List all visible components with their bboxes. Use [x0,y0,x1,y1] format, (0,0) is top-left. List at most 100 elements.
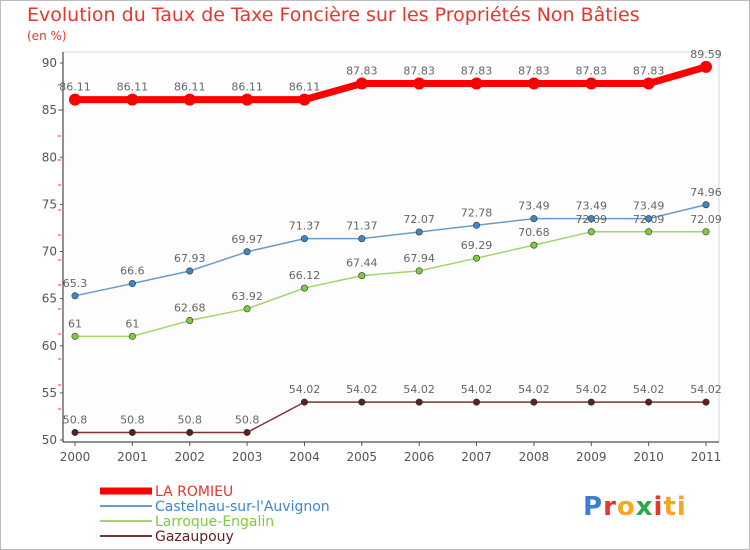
data-point-castelnau-sur-l-auvignon [645,215,653,223]
data-point-la-romieu [527,77,540,90]
data-label-larroque-engalin: 69.29 [461,239,493,252]
data-point-larroque-engalin [587,228,595,236]
data-label-gazaupouy: 50.8 [63,413,88,426]
data-point-larroque-engalin [530,241,538,249]
chart-title: Evolution du Taux de Taxe Foncière sur l… [27,4,640,26]
y-tick-label: 50 [42,433,57,447]
series-line-castelnau-sur-l-auvignon [74,204,707,297]
data-label-la-romieu: 87.83 [576,64,608,77]
data-label-gazaupouy: 50.8 [235,413,260,426]
y-tick-label: 65 [42,292,57,306]
data-label-castelnau-sur-l-auvignon: 72.07 [403,213,435,226]
data-label-gazaupouy: 54.02 [576,383,608,396]
data-point-larroque-engalin [128,332,136,340]
data-label-gazaupouy: 54.02 [633,383,665,396]
x-tick-label: 2010 [633,450,664,464]
data-point-gazaupouy [530,398,538,406]
data-point-la-romieu [183,93,196,106]
legend-label-larroque-engalin: Larroque-Engalin [155,514,274,530]
data-point-castelnau-sur-l-auvignon [300,235,308,243]
data-point-gazaupouy [128,428,136,436]
x-tick-label: 2006 [404,450,435,464]
data-label-gazaupouy: 54.02 [690,383,722,396]
x-tick-label: 2007 [461,450,492,464]
data-label-larroque-engalin: 61 [125,317,139,330]
data-label-castelnau-sur-l-auvignon: 71.37 [289,220,321,233]
x-tick-label: 2011 [691,450,722,464]
legend-label-castelnau-sur-l-auvignon: Castelnau-sur-l'Auvignon [155,499,330,515]
y-tick-label: 70 [42,245,57,259]
series-line-larroque-engalin [75,231,706,338]
data-label-gazaupouy: 54.02 [518,383,550,396]
data-label-la-romieu: 86.11 [117,81,149,94]
legend-label-gazaupouy: Gazaupouy [155,529,234,545]
data-point-castelnau-sur-l-auvignon [587,215,595,223]
data-label-castelnau-sur-l-auvignon: 69.97 [231,233,263,246]
data-point-larroque-engalin [415,267,423,275]
data-label-gazaupouy: 54.02 [461,383,493,396]
data-point-castelnau-sur-l-auvignon [71,292,79,300]
data-label-castelnau-sur-l-auvignon: 67.93 [174,252,206,265]
data-label-larroque-engalin: 61 [68,317,82,330]
data-label-la-romieu: 86.11 [59,81,91,94]
data-label-larroque-engalin: 70.68 [518,226,550,239]
data-point-la-romieu [470,77,483,90]
data-label-la-romieu: 86.11 [174,81,206,94]
plot-area [62,51,720,443]
series-line-gazaupouy [75,401,706,434]
data-point-gazaupouy [300,398,308,406]
data-point-castelnau-sur-l-auvignon [186,267,194,275]
data-label-la-romieu: 87.83 [346,64,378,77]
data-point-gazaupouy [71,428,79,436]
data-label-la-romieu: 87.83 [633,64,665,77]
y-tick-label: 60 [42,339,57,353]
data-point-larroque-engalin [300,284,308,292]
data-point-gazaupouy [415,398,423,406]
data-point-la-romieu [585,77,598,90]
data-label-gazaupouy: 50.8 [177,413,202,426]
series-line-la-romieu [75,63,707,104]
x-tick-label: 2003 [232,450,263,464]
data-label-castelnau-sur-l-auvignon: 65.3 [63,277,88,290]
x-tick-label: 2005 [347,450,378,464]
data-point-castelnau-sur-l-auvignon [702,201,710,209]
data-label-la-romieu: 87.83 [518,64,550,77]
x-tick-label: 2001 [117,450,148,464]
data-label-larroque-engalin: 67.44 [346,257,378,270]
data-point-la-romieu [298,93,311,106]
data-label-gazaupouy: 50.8 [120,413,145,426]
data-point-gazaupouy [243,428,251,436]
data-point-larroque-engalin [71,332,79,340]
data-point-la-romieu [642,77,655,90]
data-label-la-romieu: 87.83 [461,64,493,77]
data-label-la-romieu: 89.59 [690,48,722,61]
data-label-gazaupouy: 54.02 [289,383,321,396]
data-label-castelnau-sur-l-auvignon: 72.78 [461,206,493,219]
data-label-gazaupouy: 54.02 [403,383,435,396]
unit-label: (en %) [27,29,67,43]
x-tick-label: 2002 [174,450,205,464]
data-point-castelnau-sur-l-auvignon [415,228,423,236]
x-tick-label: 2008 [519,450,550,464]
data-point-gazaupouy [358,398,366,406]
data-point-la-romieu [355,77,368,90]
data-label-la-romieu: 86.11 [231,81,263,94]
y-tick-label: 80 [42,150,57,164]
x-tick-label: 2009 [576,450,607,464]
data-point-larroque-engalin [473,254,481,262]
data-label-castelnau-sur-l-auvignon: 73.49 [576,200,608,213]
data-point-larroque-engalin [358,272,366,280]
x-tick-label: 2000 [60,450,91,464]
legend-label-la-romieu: LA ROMIEU [155,484,233,500]
data-label-la-romieu: 86.11 [289,81,321,94]
data-label-castelnau-sur-l-auvignon: 66.6 [120,265,145,278]
data-point-larroque-engalin [645,228,653,236]
data-point-castelnau-sur-l-auvignon [358,235,366,243]
y-tick-label: 75 [42,197,57,211]
data-label-larroque-engalin: 62.68 [174,301,206,314]
data-label-castelnau-sur-l-auvignon: 73.49 [633,200,665,213]
data-point-larroque-engalin [186,316,194,324]
data-point-la-romieu [700,60,712,73]
data-point-la-romieu [241,93,254,106]
y-tick-label: 55 [42,386,57,400]
